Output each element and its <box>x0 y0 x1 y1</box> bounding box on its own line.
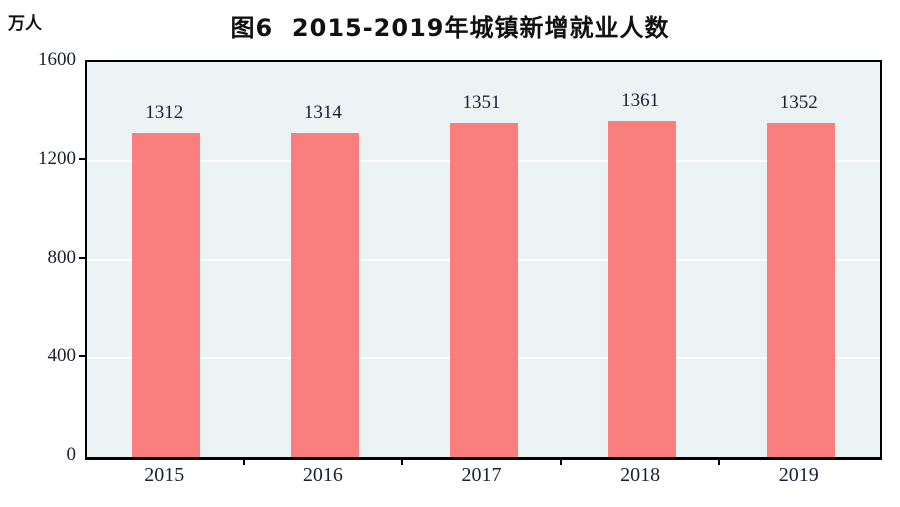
y-axis-tick-label: 0 <box>66 444 77 465</box>
x-axis-tick-mark <box>718 458 721 465</box>
y-axis-tick-mark <box>79 256 86 259</box>
bar-value-label: 1361 <box>621 90 660 111</box>
chart-title: 图6 2015-2019年城镇新增就业人数 <box>230 14 670 42</box>
x-axis-tick-label: 2015 <box>144 464 185 486</box>
x-axis-tick-mark <box>242 458 245 465</box>
bar-value-label: 1312 <box>145 102 184 124</box>
x-axis-tick-label: 2016 <box>302 464 343 486</box>
y-axis-tick-label: 1600 <box>38 49 76 70</box>
y-axis-tick-mark <box>79 157 86 160</box>
x-axis-tick-label: 2019 <box>778 464 819 486</box>
bar-2019 <box>766 123 835 457</box>
x-axis-tick-mark <box>559 458 562 465</box>
bar-2017 <box>449 123 518 457</box>
y-axis-tick-label: 800 <box>47 246 77 268</box>
bar-2016 <box>290 132 359 457</box>
x-axis-tick-label: 2018 <box>620 464 661 486</box>
x-axis-tick-mark <box>401 458 404 465</box>
bar-value-label: 1352 <box>779 92 818 114</box>
y-axis-tick-label: 1200 <box>38 147 76 169</box>
bar-value-label: 1314 <box>303 101 342 123</box>
bar-2015 <box>132 133 201 457</box>
y-axis-unit-label: 万人 <box>8 14 42 33</box>
bar-2018 <box>608 121 677 457</box>
y-axis-tick-mark <box>79 355 86 358</box>
x-axis-tick-label: 2017 <box>461 464 502 486</box>
y-axis-tick-label: 400 <box>47 345 77 367</box>
plot-area <box>85 60 882 460</box>
bar-value-label: 1351 <box>462 92 501 114</box>
